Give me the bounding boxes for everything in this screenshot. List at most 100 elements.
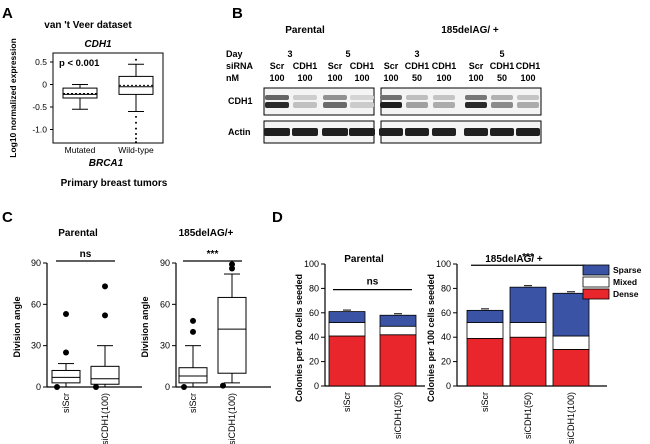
- panel-a-outlier: [135, 115, 137, 118]
- blot-cdh1-parental: [263, 87, 375, 116]
- box-outlier: [229, 265, 235, 272]
- box-outlier: [63, 349, 69, 356]
- ytick-label: 40: [441, 332, 451, 342]
- panel-a-outlier: [135, 141, 137, 144]
- panel-a-xlabel-mutated: Mutated: [65, 145, 96, 155]
- box-outlier: [181, 384, 187, 390]
- ytick-label: 0: [36, 382, 41, 392]
- bar-segment-sparse: [552, 292, 590, 337]
- blot-row-label-day: Day: [226, 49, 243, 59]
- blot-cdh1-band: [323, 102, 347, 108]
- xtick-label: siScr: [342, 392, 352, 412]
- panel-c-title-mutant: 185delAG/+: [179, 228, 234, 239]
- blot-actin-band: [264, 128, 290, 136]
- blot-sirna-label: CDH1: [490, 61, 515, 71]
- panel-a-outlier: [135, 133, 137, 135]
- ytick-label: 0: [165, 382, 170, 392]
- panel-a-outlier: [135, 127, 137, 130]
- bar-segment-sparse: [379, 314, 417, 327]
- panel-a-caption: Primary breast tumors: [61, 178, 168, 189]
- blot-day-label: 5: [345, 49, 350, 59]
- ytick-label: 100: [436, 259, 451, 269]
- blot-sirna-label: Scr: [328, 61, 343, 71]
- blot-actin-band: [490, 128, 514, 136]
- xtick-label: siCDH1(100): [566, 392, 576, 444]
- panel-a-xlabel-wildtype: Wild-type: [118, 145, 154, 155]
- xtick-label: siScr: [188, 393, 198, 413]
- panel-a-outlier: [135, 121, 137, 124]
- blot-nm-label: 100: [468, 73, 483, 83]
- panel-a-ytick-label: 0.5: [35, 57, 47, 67]
- panel-a-boxes: [62, 58, 154, 144]
- ytick-label: 30: [31, 341, 41, 351]
- box-outlier: [220, 382, 226, 389]
- blot-cdh1-band: [350, 102, 374, 108]
- panel-label-b: B: [232, 5, 243, 22]
- box-outlier: [190, 328, 196, 335]
- panel-c-title-parental: Parental: [58, 228, 98, 239]
- panel-a-pvalue: p < 0.001: [59, 58, 100, 69]
- blot-sirna-label: CDH1: [293, 61, 318, 71]
- panel-d-ylabel-2: Colonies per 100 cells seeded: [426, 274, 436, 402]
- ytick-label: 60: [160, 299, 170, 309]
- legend-swatch-sparse: [582, 264, 610, 276]
- panel-a-outlier: [135, 137, 137, 140]
- blot-day-label: 3: [287, 49, 292, 59]
- blot-label-cdh1: CDH1: [228, 96, 253, 106]
- bar-segment-sparse: [509, 286, 547, 323]
- blot-nm-label: 50: [412, 73, 422, 83]
- bar-segment-sparse: [328, 311, 366, 323]
- panel-a-frame: [52, 52, 164, 144]
- legend-label-sparse: Sparse: [613, 265, 642, 275]
- blot-cdh1-band-upper: [323, 95, 347, 100]
- blot-cdh1-band-upper: [433, 95, 455, 100]
- ytick-label: 0: [314, 381, 319, 391]
- blot-actin-band: [322, 128, 348, 136]
- panel-d-title-mutant: 185delAG/ +: [485, 254, 543, 265]
- blot-sirna-label: Scr: [384, 61, 399, 71]
- blot-cdh1-band-upper: [465, 95, 487, 100]
- bar-segment-dense: [466, 338, 504, 387]
- ytick-label: 60: [441, 308, 451, 318]
- blot-nm-label: 50: [497, 73, 507, 83]
- ytick-label: 90: [160, 258, 170, 268]
- ytick-label: 20: [441, 357, 451, 367]
- blot-cdh1-band: [293, 102, 317, 108]
- ytick-label: 90: [31, 258, 41, 268]
- blot-sirna-label: CDH1: [516, 61, 541, 71]
- panel-label-c: C: [2, 209, 13, 226]
- blot-cdh1-band-upper: [350, 95, 374, 100]
- blot-nm-label: 100: [436, 73, 451, 83]
- bar-segment-dense: [379, 334, 417, 387]
- blot-actin-band: [464, 128, 488, 136]
- box-outlier: [229, 261, 235, 268]
- panel-a: van 't Veer dataset CDH1 p < 0.001 Log10…: [8, 20, 168, 189]
- panel-c-plot-mutant: 0 30 60 90 *** siScr siCDH1(100): [160, 249, 271, 444]
- blot-actin-band: [432, 128, 456, 136]
- blot-cdh1-band-upper: [293, 95, 317, 100]
- blot-nm-label: 100: [297, 73, 312, 83]
- ytick-label: 40: [309, 332, 319, 342]
- box: [217, 296, 247, 374]
- legend-label-dense: Dense: [613, 289, 639, 299]
- panel-d-plot-mutant: 0 20 40 60 80 100 *** siScr siCDH1(50) siCDH1(100…: [436, 252, 607, 444]
- significance-label: ***: [207, 249, 219, 260]
- ytick-label: 20: [309, 357, 319, 367]
- blot-cdh1-band: [517, 102, 539, 108]
- legend-swatch-dense: [582, 288, 610, 300]
- blot-row-label-sirna: siRNA: [226, 61, 254, 71]
- blot-sirna-label: CDH1: [405, 61, 430, 71]
- blot-label-actin: Actin: [228, 127, 251, 137]
- ytick-label: 100: [304, 259, 319, 269]
- xtick-label: siCDH1(50): [523, 392, 533, 439]
- box-outlier: [93, 384, 99, 390]
- box-outlier: [54, 384, 60, 390]
- blot-cdh1-mutant: [380, 87, 542, 116]
- panel-c: Parental 185delAG/+ Division angle Divis…: [12, 228, 271, 444]
- panel-d-ylabel-1: Colonies per 100 cells seeded: [294, 274, 304, 402]
- bar-segment-mixed: [379, 325, 417, 336]
- blot-cdh1-band: [406, 102, 428, 108]
- legend-label-mixed: Mixed: [613, 277, 637, 287]
- box: [178, 367, 208, 384]
- blot-cdh1-band-upper: [265, 95, 289, 100]
